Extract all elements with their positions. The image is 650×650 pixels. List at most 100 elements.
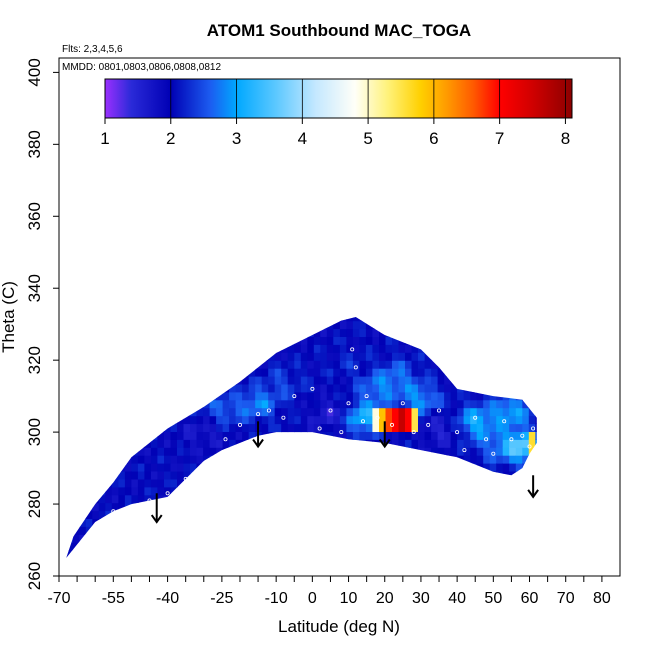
heatmap-cell xyxy=(483,526,491,535)
heatmap-cell xyxy=(216,317,224,322)
heatmap-cell xyxy=(418,423,426,432)
heatmap-cell xyxy=(320,399,328,409)
heatmap-cell xyxy=(92,463,100,472)
heatmap-cell xyxy=(502,415,510,425)
heatmap-cell xyxy=(502,317,510,322)
heatmap-cell xyxy=(85,510,93,519)
heatmap-cell xyxy=(131,502,139,512)
heatmap-cell xyxy=(398,368,406,377)
heatmap-cell xyxy=(150,486,158,496)
heatmap-cell xyxy=(326,328,334,337)
heatmap-cell xyxy=(411,447,419,456)
heatmap-cell xyxy=(131,391,139,401)
heatmap-cell xyxy=(72,478,80,488)
heatmap-cell xyxy=(124,399,132,409)
heatmap-cell xyxy=(405,518,413,527)
heatmap-cell xyxy=(196,542,204,551)
heatmap-cell xyxy=(522,376,530,385)
heatmap-cell xyxy=(157,502,165,512)
heatmap-cell xyxy=(190,431,198,440)
heatmap-cell xyxy=(509,383,517,393)
heatmap-cell xyxy=(229,391,237,401)
heatmap-cell xyxy=(216,502,224,512)
heatmap-cell xyxy=(535,423,537,432)
heatmap-cell xyxy=(470,320,478,330)
heatmap-cell xyxy=(502,550,510,558)
x-tick-label: 80 xyxy=(593,590,611,607)
heatmap-cell xyxy=(483,368,491,377)
heatmap-cell xyxy=(437,399,445,409)
heatmap-cell xyxy=(365,510,373,519)
heatmap-cell xyxy=(229,526,237,535)
heatmap-cell xyxy=(522,328,530,337)
heatmap-cell xyxy=(235,399,243,409)
heatmap-cell xyxy=(489,478,497,488)
heatmap-cell xyxy=(79,423,87,432)
heatmap-cell xyxy=(320,383,328,393)
heatmap-cell xyxy=(346,407,354,417)
heatmap-cell xyxy=(450,320,458,330)
heatmap-cell xyxy=(502,526,510,535)
heatmap-cell xyxy=(339,471,347,480)
heatmap-cell xyxy=(170,376,178,385)
heatmap-cell xyxy=(183,455,191,464)
heatmap-cell xyxy=(190,534,198,543)
heatmap-cell xyxy=(92,368,100,377)
heatmap-cell xyxy=(79,336,87,345)
heatmap-cell xyxy=(313,439,321,448)
heatmap-cell xyxy=(528,376,536,385)
heatmap-cell xyxy=(196,478,204,488)
heatmap-cell xyxy=(242,399,250,409)
x-tick-label: 50 xyxy=(484,590,502,607)
heatmap-cell xyxy=(255,328,263,337)
heatmap-cell xyxy=(229,463,237,472)
heatmap-cell xyxy=(150,352,158,361)
heatmap-cell xyxy=(79,320,87,330)
heatmap-cell xyxy=(313,534,321,543)
heatmap-cell xyxy=(352,344,360,353)
heatmap-cell xyxy=(268,344,276,353)
heatmap-cell xyxy=(457,383,465,393)
heatmap-cell xyxy=(137,399,145,409)
heatmap-cell xyxy=(222,455,230,464)
heatmap-cell xyxy=(352,486,360,496)
heatmap-cell xyxy=(281,407,289,417)
sample-point xyxy=(426,422,431,427)
heatmap-cell xyxy=(424,431,432,440)
heatmap-cell xyxy=(359,550,367,558)
heatmap-cell xyxy=(450,550,458,558)
heatmap-cell xyxy=(470,344,478,353)
heatmap-cell xyxy=(300,336,308,345)
sample-point xyxy=(353,365,358,370)
heatmap-cell xyxy=(326,317,334,322)
heatmap-cell xyxy=(326,415,334,425)
heatmap-cell xyxy=(339,344,347,353)
heatmap-cell xyxy=(287,534,295,543)
heatmap-cell xyxy=(405,415,413,425)
heatmap-cell xyxy=(242,336,250,345)
heatmap-cell xyxy=(418,376,426,385)
heatmap-cell xyxy=(131,542,139,551)
heatmap-cell xyxy=(372,526,380,535)
heatmap-cell xyxy=(411,344,419,353)
heatmap-cell xyxy=(268,368,276,377)
heatmap-cell xyxy=(150,534,158,543)
heatmap-cell xyxy=(274,328,282,337)
heatmap-cell xyxy=(496,383,504,393)
heatmap-cell xyxy=(509,471,517,480)
heatmap-cell xyxy=(216,320,224,330)
heatmap-cell xyxy=(365,526,373,535)
heatmap-cell xyxy=(326,534,334,543)
heatmap-cell xyxy=(333,518,341,527)
y-tick-label: 280 xyxy=(25,490,44,518)
heatmap-cell xyxy=(144,455,152,464)
heatmap-cell xyxy=(105,415,113,425)
sample-point xyxy=(350,347,355,352)
heatmap-cell xyxy=(287,526,295,535)
heatmap-cell xyxy=(294,534,302,543)
heatmap-cell xyxy=(528,423,536,432)
heatmap-cell xyxy=(313,360,321,369)
heatmap-cell xyxy=(242,486,250,496)
heatmap-cell xyxy=(535,336,537,345)
heatmap-cell xyxy=(457,407,465,417)
